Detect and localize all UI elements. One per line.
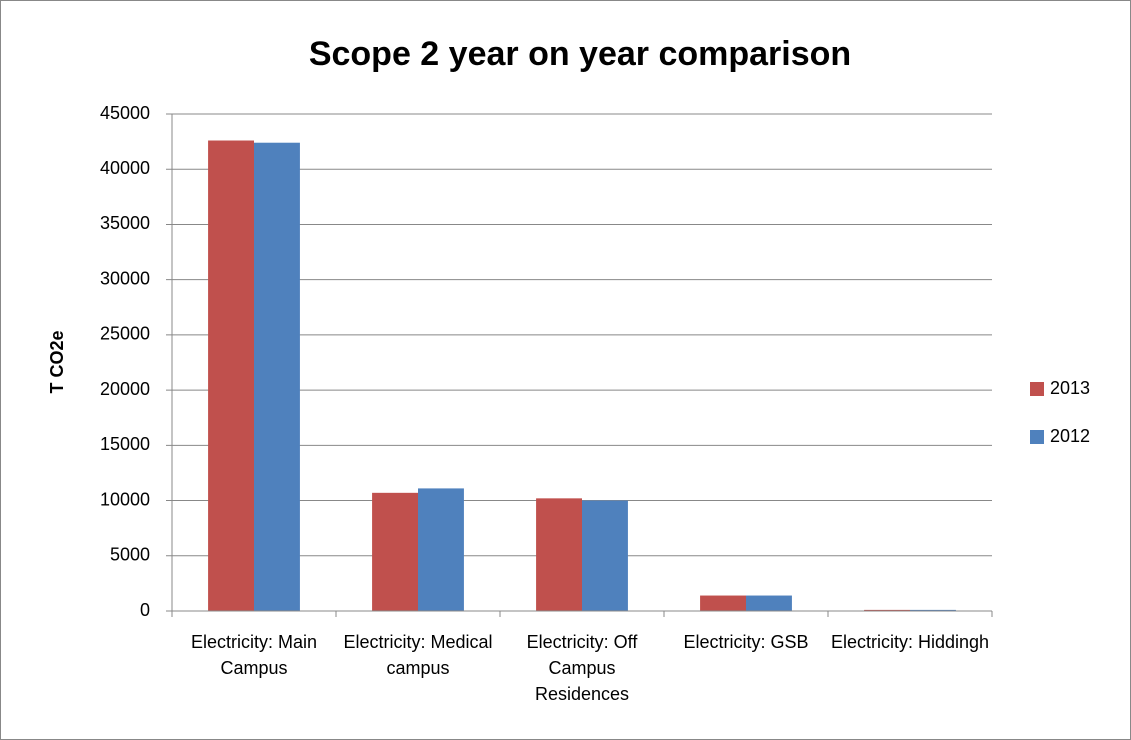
y-tick-label: 25000 <box>100 324 150 344</box>
y-tick-label: 30000 <box>100 268 150 288</box>
bar <box>418 488 464 611</box>
bar <box>910 609 956 611</box>
y-tick-label: 20000 <box>100 379 150 399</box>
legend-label: 2013 <box>1050 378 1090 398</box>
x-tick-label: Electricity: Off Campus Residences <box>526 632 638 704</box>
y-tick-label: 45000 <box>100 103 150 123</box>
bar <box>208 140 254 612</box>
y-tick-label: 35000 <box>100 213 150 233</box>
legend-swatch <box>1030 382 1044 396</box>
chart-title: Scope 2 year on year comparison <box>309 35 851 73</box>
y-tick-label: 15000 <box>100 434 150 454</box>
bar <box>700 595 746 611</box>
x-tick-label: Electricity: Main Campus <box>190 632 318 678</box>
y-tick-label: 5000 <box>110 545 150 565</box>
y-axis-label: T CO2e <box>47 330 67 393</box>
bar <box>864 609 910 611</box>
bar <box>746 595 792 611</box>
bar <box>254 142 300 611</box>
x-tick-label: Electricity: Hiddingh <box>830 632 990 652</box>
bar <box>536 498 582 611</box>
y-tick-label: 10000 <box>100 489 150 509</box>
bar <box>582 500 628 611</box>
legend-swatch <box>1030 430 1044 444</box>
x-tick-label: Electricity: Medical campus <box>343 632 493 678</box>
y-tick-label: 0 <box>140 600 150 620</box>
x-tick-label: Electricity: GSB <box>683 632 809 652</box>
bar <box>372 492 418 611</box>
legend-label: 2012 <box>1050 426 1090 446</box>
y-tick-label: 40000 <box>100 158 150 178</box>
